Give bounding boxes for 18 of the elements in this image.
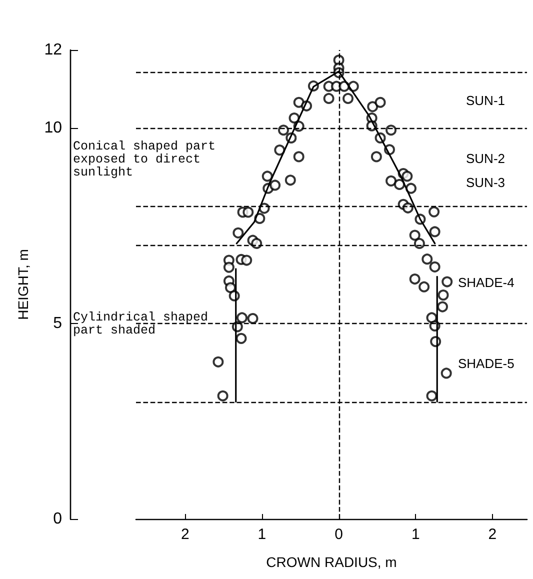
- annotation: SHADE-5: [458, 356, 514, 371]
- x-axis-title: CROWN RADIUS, m: [266, 554, 397, 570]
- x-tick-label: 1: [411, 526, 420, 543]
- x-tick-label: 2: [180, 526, 190, 543]
- annotation: SHADE-4: [458, 275, 514, 290]
- x-tick-label: 2: [488, 526, 497, 543]
- annotation: Cylindrical shaped part shaded: [73, 310, 208, 338]
- y-tick-label: 10: [44, 120, 62, 137]
- x-tick-label: 1: [258, 526, 266, 543]
- annotation: SUN-3: [466, 175, 506, 190]
- annotation: SUN-2: [466, 151, 506, 166]
- y-tick-label: 12: [44, 42, 62, 58]
- x-tick-label: 0: [334, 526, 343, 543]
- y-tick-label: 0: [53, 510, 62, 528]
- y-tick-label: 5: [53, 315, 62, 332]
- annotation: SUN-1: [466, 93, 506, 108]
- annotation: Conical shaped part exposed to direct sunlight: [73, 140, 216, 180]
- y-axis-title: HEIGHT, m: [15, 249, 31, 320]
